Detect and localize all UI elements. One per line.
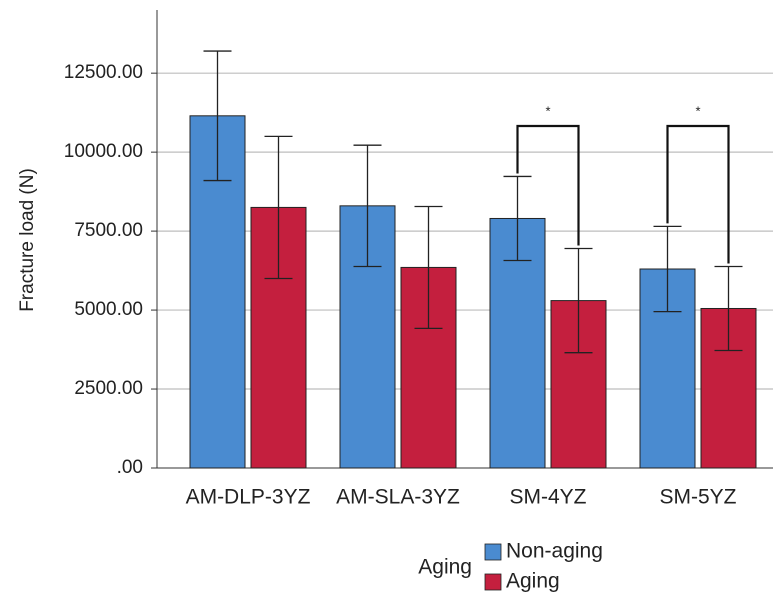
legend-label: Non-aging [506, 540, 603, 563]
x-tick-label: SM-5YZ [659, 486, 736, 509]
legend-label: Aging [506, 570, 560, 593]
significance-bracket [516, 124, 580, 246]
error-bar [564, 247, 593, 354]
legend-swatch [484, 543, 502, 561]
error-bar [653, 225, 682, 313]
error-bar [203, 50, 232, 182]
error-bar [503, 175, 532, 262]
error-bar [414, 205, 443, 330]
error-bar [353, 144, 382, 268]
y-tick-label: 10000.00 [64, 141, 143, 162]
significance-bracket [666, 124, 730, 264]
significance-label: * [695, 103, 700, 118]
legend-swatch [484, 573, 502, 591]
legend-title: Aging [418, 556, 472, 579]
error-bar [714, 265, 743, 352]
significance-label: * [545, 103, 550, 118]
y-tick-label: .00 [117, 457, 143, 478]
y-tick-label: 5000.00 [74, 299, 143, 320]
y-tick-label: 12500.00 [64, 62, 143, 83]
y-tick-label: 7500.00 [74, 220, 143, 241]
y-axis-label: Fracture load (N) [17, 168, 38, 312]
error-bar [264, 135, 293, 280]
x-tick-label: SM-4YZ [509, 486, 586, 509]
x-tick-label: AM-DLP-3YZ [186, 486, 311, 509]
y-tick-label: 2500.00 [74, 378, 143, 399]
x-tick-label: AM-SLA-3YZ [336, 486, 460, 509]
